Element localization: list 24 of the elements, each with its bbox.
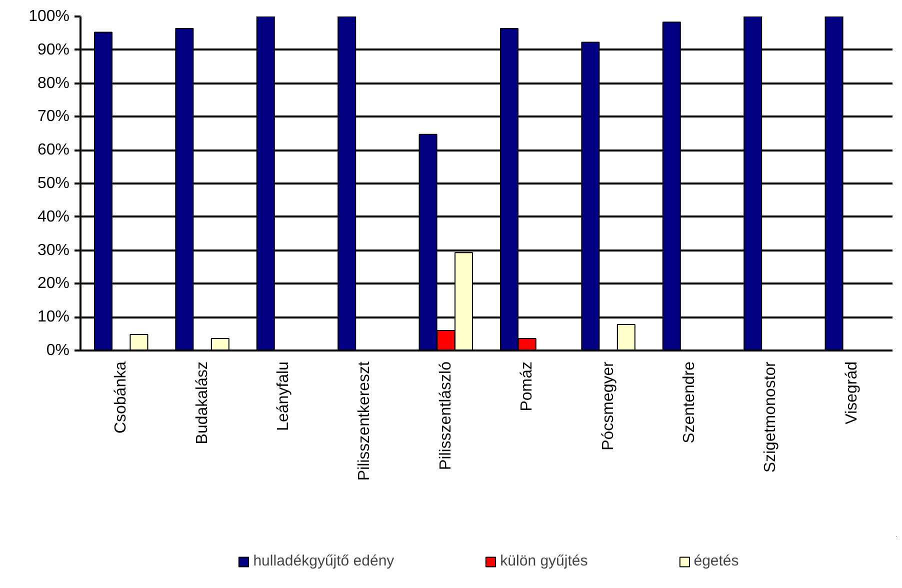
x-tick-label: Szentendre (681, 361, 698, 444)
x-tick-label: Leányfalu (275, 362, 292, 431)
y-tick-label: 20% (37, 275, 70, 292)
y-tick-label: 90% (37, 41, 70, 58)
y-tick-label: 70% (37, 108, 70, 126)
y-tick-label: 60% (37, 142, 70, 159)
x-tick-label: Pomáz (518, 362, 536, 412)
legend-label: külön gyűjtés (500, 552, 588, 570)
y-tick-label: 40% (37, 208, 70, 226)
legend-label: hulladékgyűjtő edény (253, 552, 394, 570)
y-tick-label: 80% (37, 74, 70, 92)
y-tick-label: 0% (46, 342, 70, 359)
x-tick-label: Pilisszentkereszt (356, 360, 374, 481)
x-tick-label: Pócsmegyer (600, 360, 617, 450)
x-tick-label: Szigetmonostor (762, 360, 780, 473)
x-tick-label: Pilisszentlászló (437, 361, 454, 470)
y-tick-label: 30% (37, 242, 70, 259)
y-tick-label: 100% (28, 8, 70, 25)
y-tick-label: 10% (37, 308, 70, 326)
x-tick-label: Budakalász (194, 362, 211, 444)
x-tick-label: Visegrád (843, 362, 860, 424)
x-tick-label: Csobánka (112, 361, 130, 434)
y-tick-label: 50% (37, 175, 70, 192)
legend-label: égetés (694, 552, 739, 570)
